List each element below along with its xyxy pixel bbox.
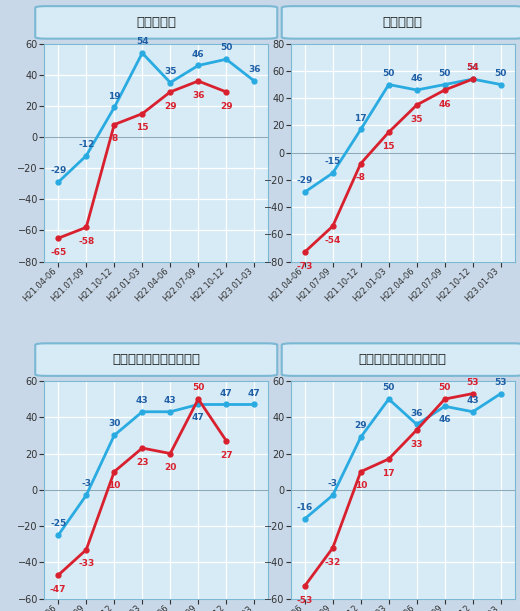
Text: 8: 8 — [111, 134, 118, 144]
Text: -25: -25 — [50, 519, 67, 529]
Text: 33: 33 — [410, 440, 423, 448]
Text: -47: -47 — [50, 585, 67, 594]
Text: 30: 30 — [108, 419, 121, 428]
Text: 46: 46 — [438, 100, 451, 109]
Text: 29: 29 — [164, 101, 177, 111]
FancyBboxPatch shape — [35, 6, 277, 38]
Text: 15: 15 — [136, 123, 149, 133]
Text: 54: 54 — [136, 37, 149, 46]
Text: 50: 50 — [192, 383, 204, 392]
Text: 戸建て注文住宅受注金額: 戸建て注文住宅受注金額 — [359, 353, 447, 366]
Text: -3: -3 — [328, 480, 337, 488]
Text: 46: 46 — [410, 74, 423, 83]
Text: 総受注金額: 総受注金額 — [383, 16, 423, 29]
Text: 15: 15 — [383, 142, 395, 151]
Text: -32: -32 — [324, 558, 341, 566]
FancyBboxPatch shape — [282, 6, 520, 38]
Text: 36: 36 — [410, 409, 423, 417]
Text: 20: 20 — [164, 463, 176, 472]
Text: -29: -29 — [296, 176, 313, 185]
Text: 35: 35 — [410, 115, 423, 123]
Text: 36: 36 — [248, 65, 261, 74]
Text: 23: 23 — [136, 458, 149, 467]
FancyBboxPatch shape — [35, 343, 277, 376]
Text: -8: -8 — [356, 174, 366, 182]
Text: 54: 54 — [466, 63, 479, 72]
Text: 43: 43 — [136, 396, 149, 405]
Text: 46: 46 — [438, 415, 451, 423]
Text: -3: -3 — [81, 480, 91, 488]
Text: -29: -29 — [50, 166, 67, 175]
Text: 10: 10 — [108, 481, 121, 491]
Text: 50: 50 — [383, 383, 395, 392]
Text: 43: 43 — [466, 396, 479, 405]
Text: 総受注戸数: 総受注戸数 — [136, 16, 176, 29]
Text: 47: 47 — [192, 413, 205, 422]
Text: 50: 50 — [438, 68, 451, 78]
Text: 29: 29 — [355, 421, 367, 430]
Text: 47: 47 — [248, 389, 261, 398]
Text: 50: 50 — [383, 68, 395, 78]
Text: 43: 43 — [164, 396, 177, 405]
Text: -54: -54 — [324, 236, 341, 245]
Text: -33: -33 — [78, 560, 94, 568]
Text: 戸建て注文住宅受注戸数: 戸建て注文住宅受注戸数 — [112, 353, 200, 366]
Text: 19: 19 — [108, 92, 121, 101]
Text: 36: 36 — [192, 91, 204, 100]
Text: 17: 17 — [382, 469, 395, 478]
Text: 10: 10 — [355, 481, 367, 491]
Text: 54: 54 — [466, 63, 479, 72]
Text: 47: 47 — [220, 389, 232, 398]
Text: 35: 35 — [164, 67, 176, 76]
Text: 53: 53 — [466, 378, 479, 387]
Text: -16: -16 — [296, 503, 313, 512]
Text: 46: 46 — [192, 49, 204, 59]
Text: -12: -12 — [78, 140, 94, 149]
Text: 53: 53 — [495, 378, 507, 387]
Text: 29: 29 — [220, 101, 232, 111]
Text: 17: 17 — [355, 114, 367, 123]
Text: -15: -15 — [324, 157, 341, 166]
Text: 50: 50 — [220, 43, 232, 53]
Text: -53: -53 — [296, 596, 313, 605]
Text: -73: -73 — [296, 262, 313, 271]
Text: -58: -58 — [78, 237, 94, 246]
Text: 50: 50 — [495, 68, 507, 78]
Text: 27: 27 — [220, 450, 232, 459]
FancyBboxPatch shape — [282, 343, 520, 376]
Text: 50: 50 — [438, 383, 451, 392]
Text: -65: -65 — [50, 248, 67, 257]
